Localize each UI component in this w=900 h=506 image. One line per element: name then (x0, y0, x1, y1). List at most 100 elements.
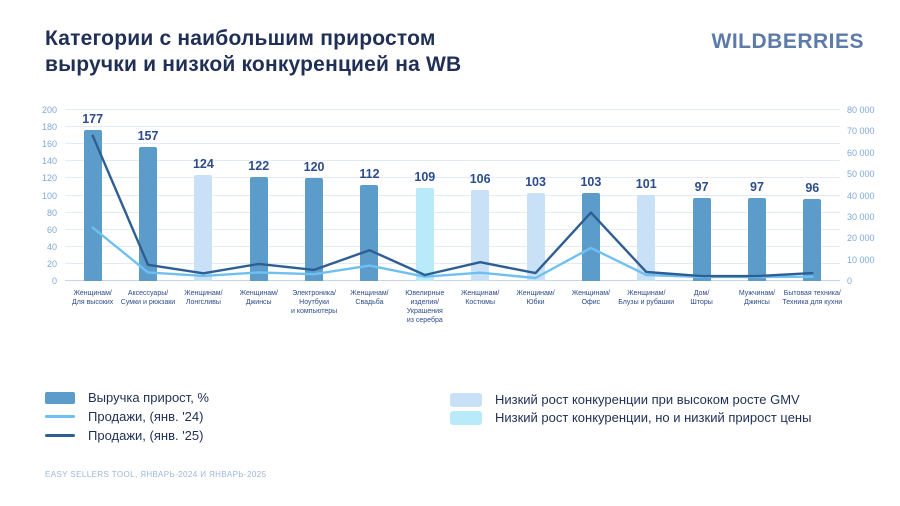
bar-value-label: 97 (750, 180, 764, 195)
plot-area: 177 157 124 122 120 112 109 106 103 103 101 97 97 96 (65, 109, 840, 281)
y-tick-right: 40 000 (847, 190, 875, 201)
x-axis-labels: Женщинам/Для высоких Аксессуары/Сумки и р… (65, 289, 842, 349)
bar (526, 192, 545, 281)
category-label: Женщинам/Лонгсливы (184, 290, 223, 306)
bar-value-label: 97 (694, 180, 709, 195)
category-label: Женщинам/Юбки (516, 290, 555, 306)
y-tick-left: 100 (41, 190, 57, 201)
category-label: Женщинам/Свадьба (350, 290, 389, 306)
y-tick-left: 80 (46, 207, 57, 218)
bar-value-label: 177 (82, 111, 104, 126)
y-tick-left: 200 (41, 105, 57, 115)
bar-column: 103 (563, 110, 618, 281)
y-tick-left: 60 (46, 224, 57, 235)
legend-item-low-competition-high-gmv: Низкий рост конкуренции при высоком рост… (450, 392, 811, 407)
y-tick-right: 50 000 (847, 169, 875, 180)
legend-label: Выручка прирост, % (88, 390, 209, 405)
bar-column: 157 (120, 110, 175, 281)
bar-value-label: 109 (414, 169, 436, 184)
bar-value-label: 96 (805, 180, 820, 195)
bar (747, 198, 766, 281)
category-label: Ювелирные изделия/Украшения из серебра (405, 290, 445, 324)
y-tick-right: 70 000 (847, 126, 875, 137)
y-axis-left: 0 20 40 60 80 100 120 140 160 180 200 (0, 105, 57, 286)
gridline (65, 126, 840, 128)
bar-value-label: 122 (248, 158, 270, 173)
legend-item-revenue-growth: Выручка прирост, % (45, 390, 209, 405)
category-label: Электроника/Ноутбуки и компьютеры (291, 290, 338, 315)
bar-value-label: 157 (137, 128, 159, 143)
bar-column: 112 (342, 110, 397, 281)
category-label: Женщинам/Блузы и рубашки (618, 290, 675, 306)
legend-label: Низкий рост конкуренции, но и низкий при… (495, 410, 812, 425)
bar (139, 146, 158, 281)
page-title-line-1: Категории с наибольшим приростом (45, 27, 436, 50)
bar (83, 129, 102, 281)
legend-label: Низкий рост конкуренции при высоком рост… (495, 392, 800, 407)
bar (581, 192, 600, 281)
y-tick-right: 80 000 (847, 105, 875, 115)
y-tick-right: 30 000 (847, 211, 875, 222)
y-tick-left: 160 (41, 139, 57, 150)
light-blue-bar-swatch (450, 392, 482, 407)
legend-label: Продажи, (янв. '24) (88, 409, 204, 424)
bar-column: 177 (65, 110, 120, 281)
sales-jan25-line-swatch (45, 433, 75, 438)
bar-column: 96 (785, 110, 840, 281)
bar-column: 106 (453, 110, 508, 281)
category-label: Мужчинам/Джинсы (738, 290, 776, 306)
legend-item-sales-jan25: Продажи, (янв. '25) (45, 428, 209, 443)
bar-value-label: 106 (469, 172, 491, 187)
bar-value-label: 103 (525, 174, 546, 189)
category-label: Женщинам/Джинсы (239, 290, 278, 306)
bar-column: 97 (729, 110, 784, 281)
bar (415, 187, 434, 281)
bar-value-label: 124 (192, 156, 214, 171)
bar-value-label: 120 (303, 160, 325, 175)
category-label: Женщинам/Офис (571, 290, 611, 306)
bar-column: 101 (619, 110, 674, 281)
category-label: Женщинам/Для высоких (72, 290, 114, 306)
bar-column: 122 (231, 110, 286, 281)
y-tick-left: 120 (41, 173, 57, 184)
bar (305, 178, 324, 281)
y-tick-right: 20 000 (847, 233, 875, 244)
bar-column: 109 (397, 110, 452, 281)
revenue-bar-swatch (45, 391, 75, 404)
gridline (65, 109, 840, 110)
bar (360, 185, 379, 281)
y-tick-right: 10 000 (847, 254, 875, 265)
category-label: Аксессуары/Сумки и рюкзаки (120, 290, 176, 306)
y-tick-left: 0 (51, 276, 57, 286)
bar-column: 103 (508, 110, 563, 281)
bar (249, 176, 268, 281)
legend-item-low-competition-low-price-growth: Низкий рост конкуренции, но и низкий при… (450, 410, 812, 425)
y-tick-left: 180 (41, 122, 57, 133)
bar (803, 198, 822, 281)
page-title-line-2: выручки и низкой конкуренцией на WB (45, 53, 462, 76)
bar (471, 190, 490, 281)
source-footnote: EASY SELLERS TOOL, ЯНВАРЬ-2024 И ЯНВАРЬ-… (45, 470, 267, 479)
bar (692, 198, 711, 281)
bar-value-label: 112 (359, 167, 380, 182)
y-tick-left: 140 (41, 156, 57, 167)
bar-value-label: 101 (635, 176, 657, 191)
y-tick-right: 0 (847, 276, 853, 286)
bar-column: 97 (674, 110, 729, 281)
wildberries-logo: WILDBERRIES (711, 30, 864, 53)
y-tick-left: 40 (46, 241, 57, 252)
y-tick-left: 20 (46, 258, 57, 269)
bar (637, 194, 656, 281)
legend-item-sales-jan24: Продажи, (янв. '24) (45, 409, 209, 424)
legend-right: Низкий рост конкуренции при высоком рост… (450, 392, 812, 425)
gridline (65, 280, 840, 281)
sales-jan24-line-swatch (45, 414, 75, 419)
bar-column: 120 (286, 110, 341, 281)
bar-value-label: 103 (580, 174, 602, 189)
category-label: Женщинам/Костюмы (461, 290, 500, 306)
legend-label: Продажи, (янв. '25) (88, 428, 204, 443)
bar (194, 174, 213, 281)
y-tick-right: 60 000 (847, 147, 875, 158)
category-label: Дом/Шторы (690, 290, 713, 306)
